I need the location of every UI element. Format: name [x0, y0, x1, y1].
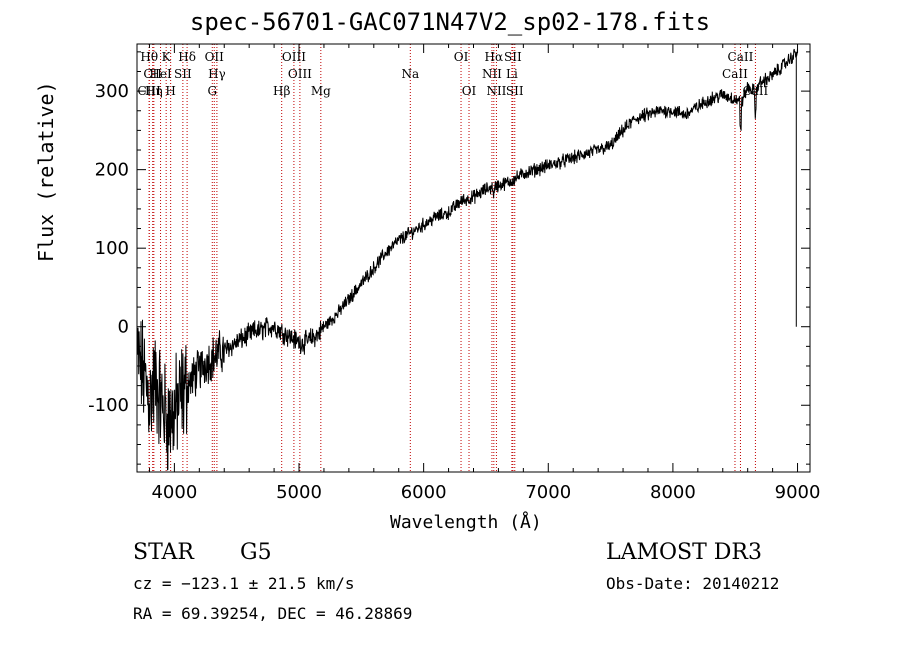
- spectral-line-label: Hα: [485, 50, 504, 64]
- spectral-line-label: Hθ: [140, 50, 158, 64]
- y-tick-label: 0: [118, 317, 129, 338]
- spectral-line-label: Mg: [311, 84, 331, 98]
- spectral-line-label: CII: [143, 67, 162, 81]
- x-tick-label: 7000: [525, 482, 571, 503]
- x-axis-label: Wavelength (Å): [390, 512, 542, 533]
- spectrum-line: [137, 48, 798, 471]
- x-tick-label: 6000: [401, 482, 447, 503]
- y-tick-label: -100: [88, 395, 129, 416]
- spectral-line-label: OIII: [282, 50, 306, 64]
- spectral-line-label: SII: [174, 67, 192, 81]
- spectral-line-label: NII: [482, 67, 502, 81]
- chart-title: spec-56701-GAC071N47V2_sp02-178.fits: [189, 8, 711, 36]
- spectral-line-label: OI: [454, 50, 469, 64]
- plot-frame: [136, 43, 811, 473]
- x-tick-label: 5000: [276, 482, 322, 503]
- spectral-line-label: H: [165, 84, 175, 98]
- spectral-line-label: Hγ: [208, 67, 226, 81]
- obs-date-text: Obs-Date: 20140212: [606, 574, 780, 593]
- y-tick-label: 300: [95, 81, 129, 102]
- spectral-line-label: Hδ: [178, 50, 196, 64]
- spectral-line-label: HeI: [149, 67, 172, 81]
- spectral-line-label: OI: [462, 84, 477, 98]
- x-tick-label: 8000: [650, 482, 696, 503]
- spectral-line-label: Na: [401, 67, 419, 81]
- axis-ticks: 4000 5000 6000 7000 8000 9000 -100 0 100 200 300: [88, 44, 820, 503]
- spectral-line-label: CIII: [138, 84, 162, 98]
- spectral-line-label: SII: [506, 84, 524, 98]
- spectral-line-label: NII: [486, 84, 506, 98]
- spectral-line-label: Hη: [145, 84, 163, 98]
- y-axis-label: Flux (relative): [34, 81, 58, 262]
- spectral-line-label: OII: [205, 50, 225, 64]
- spectral-line-label: G: [207, 84, 217, 98]
- y-tick-label: 200: [95, 160, 129, 181]
- spectrum-layer: [137, 48, 798, 471]
- survey-label: LAMOST DR3: [606, 540, 762, 565]
- subclass-label: G5: [240, 540, 272, 565]
- spectral-line-label: CaII: [728, 50, 754, 64]
- x-tick-label: 9000: [775, 482, 821, 503]
- spectral-line-label: Hβ: [273, 84, 290, 98]
- radec-text: RA = 69.39254, DEC = 46.28869: [133, 604, 413, 623]
- spectral-line-label: OIII: [288, 67, 312, 81]
- spectral-line-label: CaII: [722, 67, 748, 81]
- redshift-text: cz = −123.1 ± 21.5 km/s: [133, 574, 355, 593]
- x-tick-label: 4000: [151, 482, 197, 503]
- y-tick-label: 100: [95, 238, 129, 259]
- spectral-line-label: Li: [506, 67, 518, 81]
- class-label: STAR: [133, 540, 194, 565]
- spectral-lines-layer: [148, 44, 756, 472]
- spectral-line-label: SII: [504, 50, 522, 64]
- spectral-line-label: K: [162, 50, 172, 64]
